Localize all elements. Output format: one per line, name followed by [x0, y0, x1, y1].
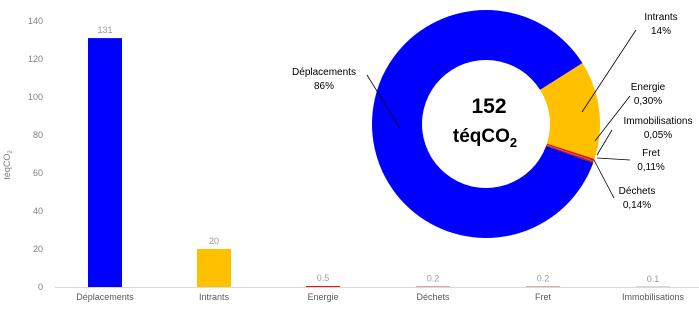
donut-slice-2: [546, 143, 595, 161]
y-axis-label-base: téqCO: [2, 154, 12, 180]
donut-center-unit: téqCO2: [453, 126, 517, 150]
slice-percent-label: 86%: [314, 81, 334, 92]
category-label: Energie: [307, 292, 338, 302]
donut-slice-labels: Déplacements 86% Intrants 14% Energie 0,30% Im…: [292, 12, 692, 211]
y-tick-label: 40: [33, 206, 43, 216]
slice-name-label: Energie: [631, 82, 666, 93]
bar-value-label: 0.1: [647, 274, 660, 284]
y-tick-label: 120: [28, 54, 43, 64]
slice-percent-label: 0,05%: [644, 130, 672, 141]
leader-line-2: [594, 95, 631, 142]
bar-value-label: 20: [209, 236, 219, 246]
leader-line-4: [596, 157, 631, 161]
bar-2: [306, 286, 340, 287]
leader-line-5: [593, 159, 615, 199]
slice-name-label: Immobilisations: [624, 116, 693, 127]
category-label: Déplacements: [76, 292, 134, 302]
y-tick-label: 20: [33, 244, 43, 254]
leader-line-0: [366, 74, 401, 129]
bar-value-labels: 131 20 0.5 0.2 0.2 0.1: [97, 25, 659, 284]
y-axis-label-sub: 2: [8, 150, 14, 154]
y-tick-labels: 0 20 40 60 80 100 120 140: [28, 16, 43, 292]
slice-percent-label: 0,11%: [637, 162, 665, 173]
donut-slice-1: [540, 63, 600, 159]
bar-value-label: 0.5: [317, 273, 330, 283]
y-tick-label: 80: [33, 130, 43, 140]
slice-name-label: Déplacements: [292, 67, 356, 78]
leader-line-3: [596, 129, 613, 156]
category-label: Déchets: [416, 292, 450, 302]
donut-slice-5: [546, 145, 594, 163]
slice-name-label: Fret: [642, 148, 660, 159]
bar-1: [197, 249, 231, 287]
y-tick-label: 60: [33, 168, 43, 178]
donut-center-value: 152: [471, 95, 506, 118]
donut-chart: Déplacements 86% Intrants 14% Energie 0,30% Im…: [292, 9, 692, 238]
y-tick-label: 0: [38, 282, 43, 292]
donut-slice-3: [546, 144, 594, 162]
bar-value-label: 0.2: [427, 274, 440, 284]
donut-leader-lines: [366, 29, 637, 199]
donut-slice-0: [372, 9, 594, 238]
donut-slices: [372, 9, 600, 238]
bars: [88, 38, 670, 287]
category-labels: Déplacements Intrants Energie Déchets Fret Im…: [76, 292, 684, 302]
category-label: Fret: [535, 292, 552, 302]
category-label: Immobilisations: [622, 292, 685, 302]
slice-percent-label: 14%: [651, 26, 671, 37]
donut-center-unit-base: téqCO: [453, 126, 510, 147]
bar-value-label: 131: [97, 25, 112, 35]
bar-value-label: 0.2: [537, 274, 550, 284]
bar-0: [88, 38, 122, 287]
slice-name-label: Intrants: [644, 12, 677, 23]
y-tick-label: 140: [28, 16, 43, 26]
donut-center-unit-sub: 2: [510, 135, 517, 150]
y-axis-label: téqCO2: [2, 150, 14, 180]
slice-percent-label: 0,30%: [634, 96, 662, 107]
y-tick-label: 100: [28, 92, 43, 102]
category-label: Intrants: [199, 292, 230, 302]
leader-line-1: [581, 29, 637, 113]
slice-name-label: Déchets: [619, 186, 656, 197]
slice-percent-label: 0,14%: [623, 200, 651, 211]
donut-slice-4: [546, 144, 594, 163]
